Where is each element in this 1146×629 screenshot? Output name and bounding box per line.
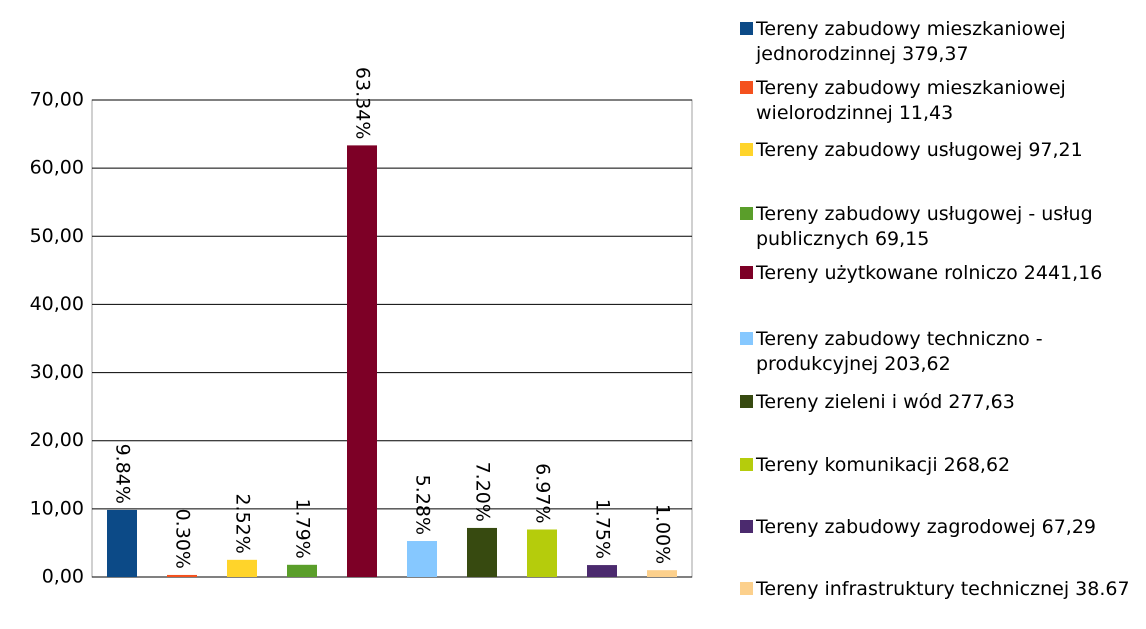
bar bbox=[407, 541, 437, 577]
y-tick-label: 40,00 bbox=[30, 293, 84, 315]
legend-entry: Tereny zabudowy usługowej 97,21 bbox=[740, 138, 1140, 163]
legend-label: Tereny zabudowy usługowej 97,21 bbox=[756, 139, 1083, 161]
y-tick-label: 30,00 bbox=[30, 361, 84, 383]
legend-swatch bbox=[740, 22, 753, 35]
legend-label: Tereny zabudowy usługowej - usług public… bbox=[756, 203, 1093, 250]
legend-label: Tereny komunikacji 268,62 bbox=[756, 454, 1011, 476]
legend-swatch bbox=[740, 458, 753, 471]
bar bbox=[347, 145, 377, 577]
legend-swatch bbox=[740, 207, 753, 220]
legend-label: Tereny zabudowy techniczno - produkcyjne… bbox=[756, 328, 1043, 375]
y-tick-label: 60,00 bbox=[30, 157, 84, 179]
legend-entry: Tereny komunikacji 268,62 bbox=[740, 453, 1140, 478]
legend-entry: Tereny infrastruktury technicznej 38.67 bbox=[740, 577, 1140, 602]
legend-label: Tereny zabudowy mieszkaniowej jednorodzi… bbox=[756, 18, 1066, 65]
bar bbox=[587, 565, 617, 577]
legend-swatch bbox=[740, 143, 753, 156]
legend-entry: Tereny zabudowy zagrodowej 67,29 bbox=[740, 515, 1140, 540]
legend-swatch bbox=[740, 266, 753, 279]
legend-label: Tereny infrastruktury technicznej 38.67 bbox=[756, 578, 1130, 600]
y-tick-label: 50,00 bbox=[30, 225, 84, 247]
legend-entry: Tereny zabudowy usługowej - usług public… bbox=[740, 202, 1140, 251]
data-label: 1.00% bbox=[652, 504, 674, 564]
legend-entry: Tereny zabudowy mieszkaniowej jednorodzi… bbox=[740, 17, 1140, 66]
data-label: 1.79% bbox=[292, 498, 314, 558]
data-label: 6.97% bbox=[532, 463, 554, 523]
bar bbox=[287, 564, 317, 577]
data-label: 1.75% bbox=[592, 499, 614, 559]
bar bbox=[467, 527, 497, 577]
legend-label: Tereny zabudowy mieszkaniowej wielorodzi… bbox=[756, 77, 1066, 124]
legend-swatch bbox=[740, 81, 753, 94]
data-label: 9.84% bbox=[112, 444, 134, 504]
bar bbox=[227, 559, 257, 577]
y-tick-label: 10,00 bbox=[30, 497, 84, 519]
bar bbox=[167, 574, 197, 577]
y-tick-label: 20,00 bbox=[30, 429, 84, 451]
bar bbox=[647, 570, 677, 577]
data-label: 63.34% bbox=[352, 67, 374, 139]
y-tick-label: 0,00 bbox=[42, 566, 84, 588]
data-label: 2.52% bbox=[232, 493, 254, 553]
legend-entry: Tereny zabudowy techniczno - produkcyjne… bbox=[740, 327, 1140, 376]
y-tick-label: 70,00 bbox=[30, 89, 84, 111]
legend-swatch bbox=[740, 520, 753, 533]
legend-label: Tereny zabudowy zagrodowej 67,29 bbox=[756, 516, 1097, 538]
legend-label: Tereny użytkowane rolniczo 2441,16 bbox=[756, 262, 1103, 284]
legend-entry: Tereny użytkowane rolniczo 2441,16 bbox=[740, 261, 1140, 286]
legend-label: Tereny zieleni i wód 277,63 bbox=[756, 391, 1015, 413]
legend-swatch bbox=[740, 332, 753, 345]
data-label: 0.30% bbox=[172, 509, 194, 569]
legend-swatch bbox=[740, 582, 753, 595]
legend-entry: Tereny zabudowy mieszkaniowej wielorodzi… bbox=[740, 76, 1140, 125]
data-label: 5.28% bbox=[412, 475, 434, 535]
legend-entry: Tereny zieleni i wód 277,63 bbox=[740, 390, 1140, 415]
bar bbox=[107, 509, 137, 577]
legend-swatch bbox=[740, 395, 753, 408]
bar bbox=[527, 529, 557, 577]
data-label: 7.20% bbox=[472, 462, 494, 522]
